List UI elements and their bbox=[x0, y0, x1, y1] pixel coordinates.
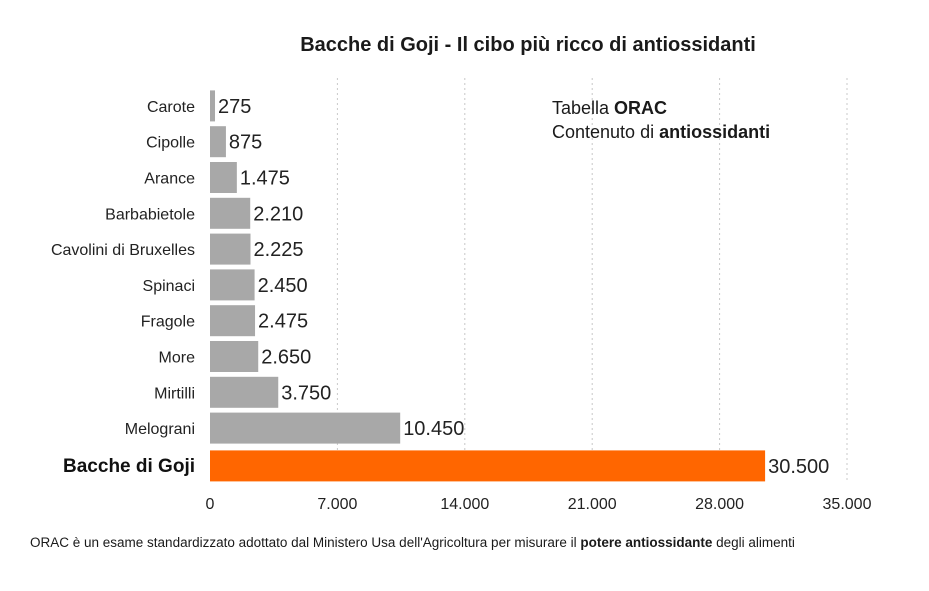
category-label: Mirtilli bbox=[154, 385, 195, 402]
bar bbox=[210, 376, 279, 408]
category-label: Arance bbox=[144, 171, 195, 188]
bar-chart: Carote 275 Cipolle 875 Arance 1.475 Barbabieto… bbox=[51, 78, 872, 513]
value-label: 10.450 bbox=[403, 418, 464, 440]
x-tick-label: 35.000 bbox=[823, 496, 872, 513]
annotation-line-1: Tabella ORAC bbox=[552, 98, 668, 118]
category-label: Cavolini di Bruxelles bbox=[51, 242, 195, 259]
category-label: Fragole bbox=[141, 314, 195, 331]
x-tick-label: 28.000 bbox=[695, 496, 744, 513]
value-label: 275 bbox=[218, 96, 251, 118]
bar-highlight bbox=[210, 450, 766, 482]
bar bbox=[210, 305, 256, 337]
bars bbox=[210, 90, 766, 482]
value-label: 30.500 bbox=[768, 456, 829, 478]
category-label: Carote bbox=[147, 99, 195, 116]
category-label: Melograni bbox=[125, 421, 195, 438]
bar bbox=[210, 233, 251, 265]
bar bbox=[210, 197, 251, 229]
category-label: Cipolle bbox=[146, 135, 195, 152]
value-label: 1.475 bbox=[240, 168, 290, 190]
category-label: Bacche di Goji bbox=[63, 456, 195, 477]
annotation-line-2: Contenuto di antiossidanti bbox=[552, 122, 771, 142]
bar bbox=[210, 341, 259, 372]
value-label: 875 bbox=[229, 132, 262, 154]
x-axis: 0 7.000 14.000 21.000 28.000 35.000 bbox=[206, 496, 872, 513]
value-label: 2.450 bbox=[258, 275, 308, 297]
category-label: More bbox=[159, 350, 196, 367]
value-label: 2.210 bbox=[253, 203, 303, 225]
x-tick-label: 14.000 bbox=[440, 496, 489, 513]
bar bbox=[210, 162, 237, 193]
value-label: 2.650 bbox=[261, 347, 311, 369]
labels: Carote 275 Cipolle 875 Arance 1.475 Barbabieto… bbox=[51, 96, 829, 478]
x-tick-label: 0 bbox=[206, 496, 215, 513]
chart-title: Bacche di Goji - Il cibo più ricco di an… bbox=[300, 34, 756, 56]
x-tick-label: 7.000 bbox=[317, 496, 357, 513]
bar bbox=[210, 269, 255, 301]
footnote: ORAC è un esame standardizzato adottato … bbox=[30, 535, 795, 550]
value-label: 3.750 bbox=[281, 382, 331, 404]
value-label: 2.225 bbox=[253, 239, 303, 261]
category-label: Spinaci bbox=[143, 278, 195, 295]
value-label: 2.475 bbox=[258, 311, 308, 333]
bar bbox=[210, 126, 226, 158]
bar bbox=[210, 90, 216, 122]
category-label: Barbabietole bbox=[105, 206, 195, 223]
bar bbox=[210, 412, 401, 444]
x-tick-label: 21.000 bbox=[568, 496, 617, 513]
chart-annotation: Tabella ORAC Contenuto di antiossidanti bbox=[552, 96, 770, 144]
